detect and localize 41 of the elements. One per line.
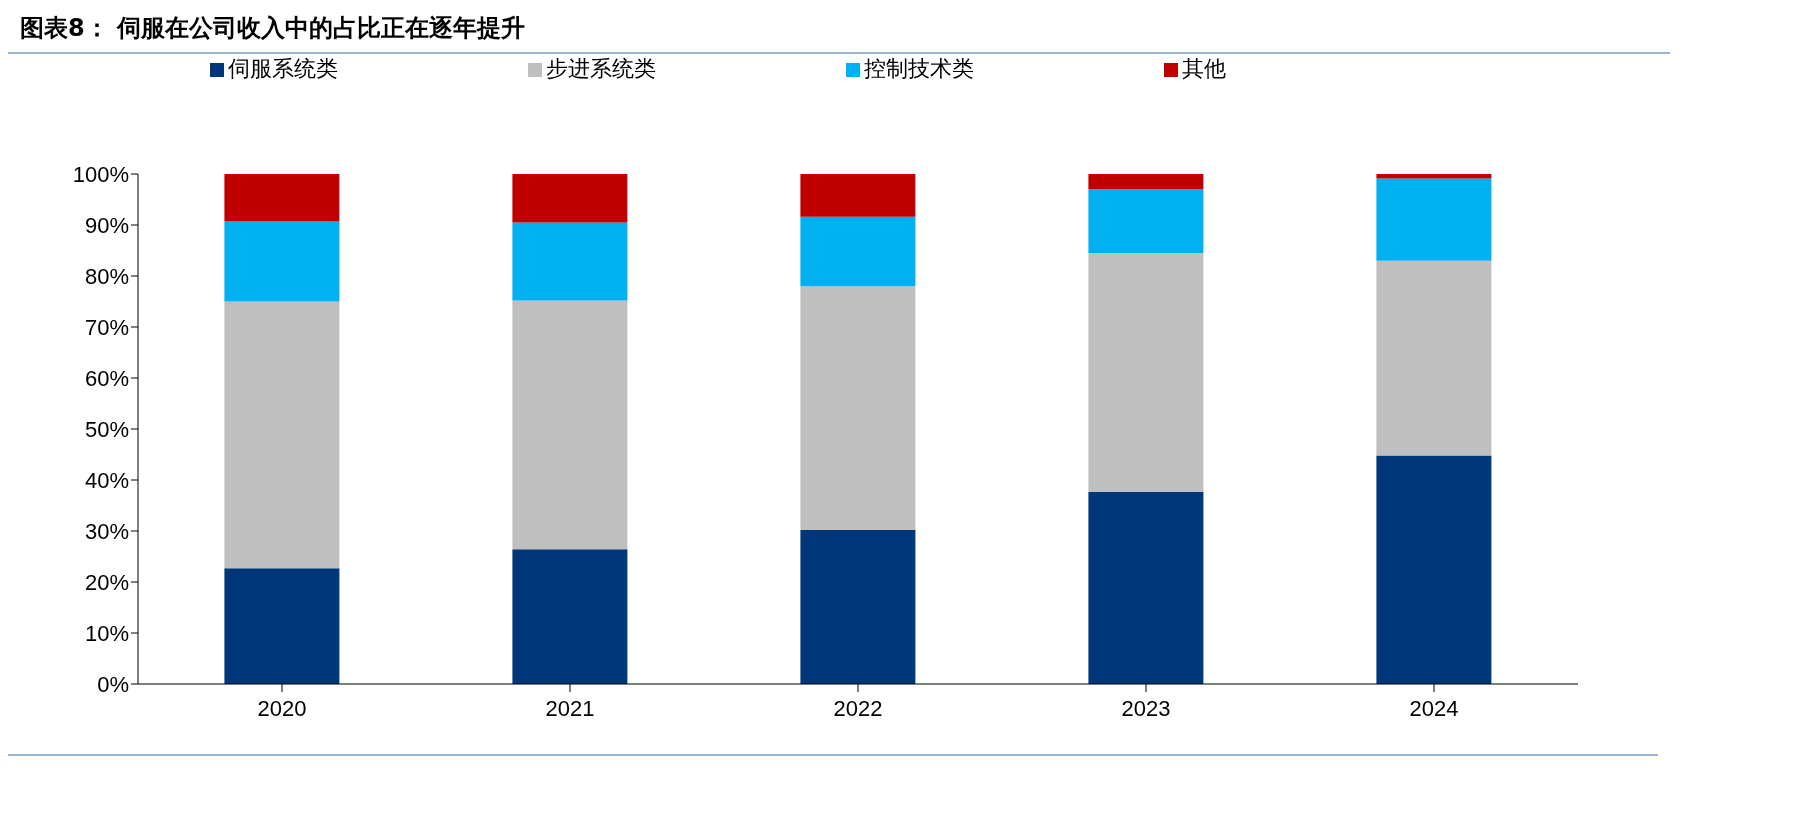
y-tick-label: 0%: [97, 671, 129, 697]
x-tick-label: 2020: [257, 695, 307, 721]
bar: [1088, 189, 1204, 254]
y-tick-label: 10%: [84, 620, 129, 646]
bar: [224, 568, 340, 684]
x-tick-label: 2022: [833, 695, 883, 721]
y-tick-label: 100%: [72, 161, 129, 187]
y-tick-label: 50%: [84, 416, 129, 442]
y-tick-label: 60%: [84, 365, 129, 391]
bar: [224, 221, 340, 302]
legend-label: 控制技术类: [864, 56, 974, 81]
y-tick-label: 20%: [84, 569, 129, 595]
legend-label: 步进系统类: [546, 56, 656, 81]
y-tick-label: 90%: [84, 212, 129, 238]
x-tick-label: 2024: [1409, 695, 1459, 721]
bar: [512, 300, 628, 550]
bar: [800, 216, 916, 287]
bar: [224, 174, 340, 222]
y-tick-label: 30%: [84, 518, 129, 544]
legend-label: 伺服系统类: [228, 56, 338, 81]
chart-title: 图表8： 伺服在公司收入中的占比正在逐年提升: [8, 8, 1670, 54]
x-tick-label: 2021: [545, 695, 595, 721]
y-tick-label: 40%: [84, 467, 129, 493]
bar: [1088, 491, 1204, 684]
bar: [1376, 174, 1492, 179]
bar: [1376, 455, 1492, 684]
legend-label: 其他: [1182, 56, 1226, 81]
bar: [1376, 260, 1492, 456]
bar: [1088, 253, 1204, 492]
bar: [1088, 174, 1204, 190]
y-tick-label: 80%: [84, 263, 129, 289]
bar: [800, 529, 916, 684]
bar: [224, 301, 340, 569]
x-tick-label: 2023: [1121, 695, 1171, 721]
bar: [512, 549, 628, 684]
y-tick-label: 70%: [84, 314, 129, 340]
bar: [512, 222, 628, 301]
bar: [800, 286, 916, 530]
bar: [1376, 178, 1492, 261]
bar: [800, 174, 916, 217]
bar: [512, 174, 628, 223]
